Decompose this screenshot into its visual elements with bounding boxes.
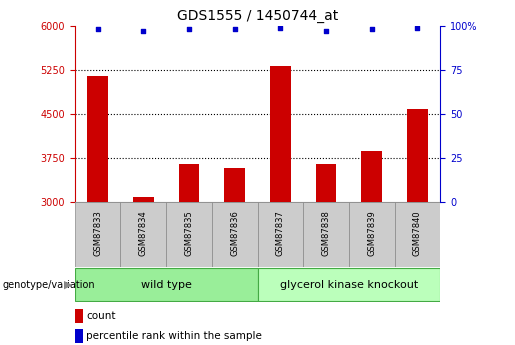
- Point: [276, 25, 284, 30]
- Point: [368, 27, 376, 32]
- Bar: [121, 202, 166, 267]
- Title: GDS1555 / 1450744_at: GDS1555 / 1450744_at: [177, 9, 338, 23]
- Text: wild type: wild type: [141, 280, 192, 289]
- Bar: [316, 164, 336, 202]
- Bar: [407, 109, 428, 202]
- Bar: [303, 202, 349, 267]
- Bar: [258, 268, 440, 301]
- Text: GSM87837: GSM87837: [276, 210, 285, 256]
- Bar: [212, 202, 258, 267]
- Text: GSM87836: GSM87836: [230, 210, 239, 256]
- Text: GSM87839: GSM87839: [367, 210, 376, 256]
- Bar: [179, 164, 199, 202]
- Bar: [270, 66, 290, 202]
- Point: [322, 28, 330, 34]
- Text: glycerol kinase knockout: glycerol kinase knockout: [280, 280, 418, 289]
- Bar: [75, 268, 258, 301]
- Text: percentile rank within the sample: percentile rank within the sample: [87, 331, 262, 341]
- Bar: [394, 202, 440, 267]
- Text: genotype/variation: genotype/variation: [3, 280, 95, 289]
- Text: GSM87840: GSM87840: [413, 210, 422, 256]
- Bar: [258, 202, 303, 267]
- Text: GSM87838: GSM87838: [321, 210, 331, 256]
- Point: [139, 28, 147, 34]
- Point: [93, 27, 101, 32]
- Bar: [75, 329, 83, 343]
- Bar: [75, 202, 121, 267]
- Bar: [133, 197, 153, 202]
- Point: [414, 25, 422, 30]
- Point: [185, 27, 193, 32]
- Bar: [166, 202, 212, 267]
- Bar: [362, 151, 382, 202]
- Text: count: count: [87, 311, 116, 321]
- Text: GSM87835: GSM87835: [184, 210, 194, 256]
- Text: ▶: ▶: [64, 280, 73, 289]
- Text: GSM87834: GSM87834: [139, 210, 148, 256]
- Bar: [349, 202, 394, 267]
- Point: [231, 27, 239, 32]
- Bar: [225, 168, 245, 202]
- Bar: [87, 76, 108, 202]
- Text: GSM87833: GSM87833: [93, 210, 102, 256]
- Bar: [75, 309, 83, 323]
